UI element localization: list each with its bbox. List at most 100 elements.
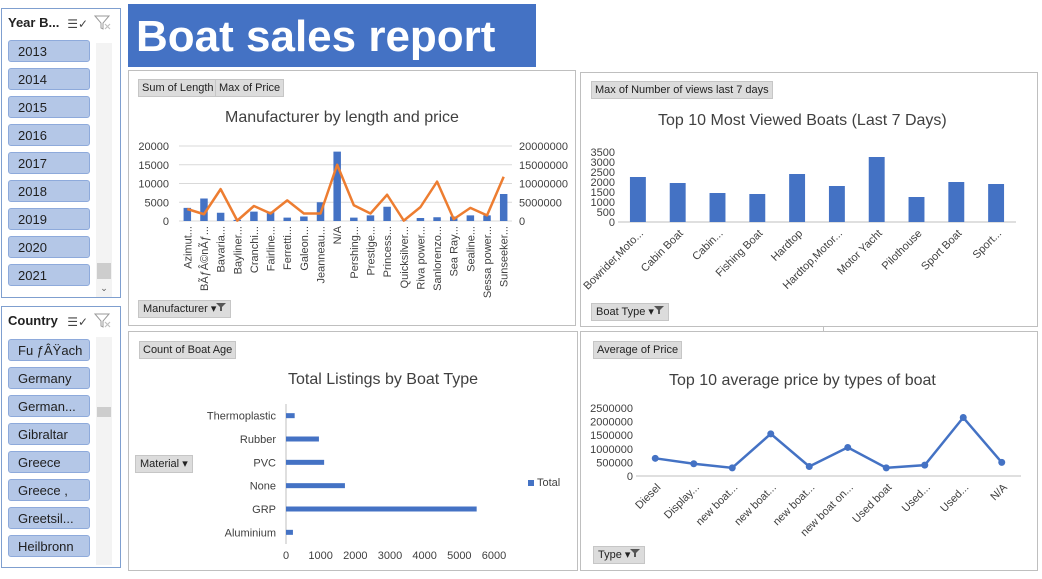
y-tick-label: PVC (253, 457, 276, 469)
x-tick-label: Quicksilver... (399, 226, 411, 288)
x-tick-label: Sport Boat (919, 228, 964, 273)
price-chart-panel: Average of Price Top 10 average price by… (580, 331, 1038, 571)
multi-select-icon[interactable]: ☰✓ (67, 17, 88, 31)
y-tick-label: 1000 (591, 197, 615, 209)
year-slicer-item[interactable]: 2021 (8, 264, 90, 286)
filter-dropdown-icon[interactable]: ▾ (211, 303, 227, 315)
x-tick-label: Fairline... (266, 226, 278, 271)
bar (286, 506, 477, 512)
point (998, 458, 1006, 466)
country-slicer-item[interactable]: German... (8, 395, 90, 417)
bar (789, 174, 806, 222)
y-left-tick-label: 15000 (138, 160, 169, 172)
year-slicer-item[interactable]: 2017 (8, 152, 90, 174)
x-tick-label: Sea Ray... (449, 226, 461, 277)
y-tick-label: Aluminium (225, 527, 276, 539)
report-title: Boat sales report (128, 4, 536, 67)
point (690, 460, 698, 468)
x-tick-label: Sessa power... (482, 226, 494, 298)
listings-chart: Aluminium GRP None PVC Rubber Thermoplastic 0 1… (207, 404, 560, 562)
x-tick-label: Cabin Boat (639, 228, 686, 275)
multi-select-icon[interactable]: ☰✓ (67, 315, 88, 329)
year-slicer-item[interactable]: 2019 (8, 208, 90, 230)
year-slicer-item[interactable]: 2015 (8, 96, 90, 118)
bar (908, 197, 925, 222)
country-slicer-item[interactable]: Gibraltar (8, 423, 90, 445)
y-tick-label: 1500 (591, 187, 615, 199)
country-slicer-item[interactable]: Greece , (8, 479, 90, 501)
manufacturer-axis-button[interactable]: Manufacturer ▾ (138, 300, 232, 318)
listings-chart-panel: Count of Boat Age Total Listings by Boat… (128, 331, 578, 571)
bar (300, 216, 308, 221)
material-axis-button[interactable]: Material ▾ (135, 455, 193, 473)
clear-filter-icon[interactable] (93, 15, 112, 34)
max-of-price-button[interactable]: Max of Price (215, 79, 285, 97)
x-tick-label: 4000 (412, 550, 436, 562)
bar (433, 217, 441, 221)
max-views-button[interactable]: Max of Number of views last 7 days (591, 81, 773, 99)
listings-chart-title: Total Listings by Boat Type (288, 371, 479, 388)
year-slicer-item[interactable]: 2020 (8, 236, 90, 258)
country-slicer-item[interactable]: Greetsil... (8, 507, 90, 529)
bar (283, 217, 291, 221)
country-slicer-item[interactable]: Greece (8, 451, 90, 473)
x-tick-label: Bayliner... (232, 226, 244, 274)
x-tick-label: N/A (332, 225, 344, 244)
y-tick-label: 1500000 (590, 430, 633, 442)
bar (286, 436, 319, 442)
views-chart-title: Top 10 Most Viewed Boats (Last 7 Days) (658, 112, 947, 129)
bar (828, 186, 845, 222)
x-tick-label: 6000 (482, 550, 506, 562)
year-slicer-item[interactable]: 2014 (8, 68, 90, 90)
average-of-price-button[interactable]: Average of Price (593, 341, 683, 359)
x-tick-label: Sunseeker... (499, 226, 511, 287)
x-tick-label: Prestige... (365, 226, 377, 276)
x-tick-label: 2000 (343, 550, 367, 562)
y-right-tick-label: 0 (519, 216, 525, 228)
point (728, 464, 736, 472)
scroll-down-icon[interactable]: ⌄ (100, 283, 108, 293)
bar (286, 529, 293, 535)
y-tick-label: Thermoplastic (207, 411, 277, 423)
bar (709, 193, 726, 222)
legend-swatch (528, 480, 534, 486)
bar (669, 183, 686, 222)
manufacturer-chart-title: Manufacturer by length and price (225, 109, 459, 126)
bar (749, 194, 766, 222)
bar (350, 217, 358, 221)
clear-filter-icon[interactable] (93, 313, 112, 332)
point (805, 462, 813, 470)
year-slicer-item[interactable]: 2018 (8, 180, 90, 202)
filter-dropdown-icon[interactable]: ▾ (625, 549, 641, 561)
x-tick-label: Ferretti... (282, 226, 294, 270)
dropdown-arrow-icon[interactable]: ▾ (182, 458, 188, 470)
country-slicer-item[interactable]: Germany (8, 367, 90, 389)
bar (366, 215, 375, 221)
bar (499, 194, 508, 221)
y-tick-label: 2500000 (590, 403, 633, 415)
y-tick-label: Rubber (240, 434, 276, 446)
bar (216, 212, 225, 221)
country-slicer-header: Country (8, 313, 58, 328)
country-slicer-scrollbar[interactable] (96, 337, 112, 565)
country-slicer-item[interactable]: Fu ƒÂŸach (8, 339, 90, 361)
year-slicer: Year B... ☰✓ 2013 2014 2015 2016 2017 2018 201… (1, 8, 121, 298)
filter-dropdown-icon[interactable]: ▾ (648, 306, 664, 318)
count-of-boat-age-button[interactable]: Count of Boat Age (139, 341, 237, 359)
x-tick-label: Hardtop (769, 228, 805, 264)
year-slicer-scrollbar[interactable]: ⌄ (96, 43, 112, 297)
bar (286, 413, 295, 419)
sum-of-length-button[interactable]: Sum of Length (138, 79, 218, 97)
country-slicer-item[interactable]: Heilbronn (8, 535, 90, 557)
bar (250, 211, 258, 221)
bar (629, 177, 646, 222)
year-slicer-item[interactable]: 2016 (8, 124, 90, 146)
bar (333, 151, 341, 221)
manufacturer-chart-panel: Sum of Length Max of Price Manufacturer … (128, 70, 576, 326)
x-tick-label: Cranchi... (249, 226, 261, 273)
boat-type-axis-button[interactable]: Boat Type ▾ (591, 303, 669, 321)
year-slicer-item[interactable]: 2013 (8, 40, 90, 62)
y-left-tick-label: 0 (163, 216, 169, 228)
type-axis-button[interactable]: Type ▾ (593, 546, 646, 564)
